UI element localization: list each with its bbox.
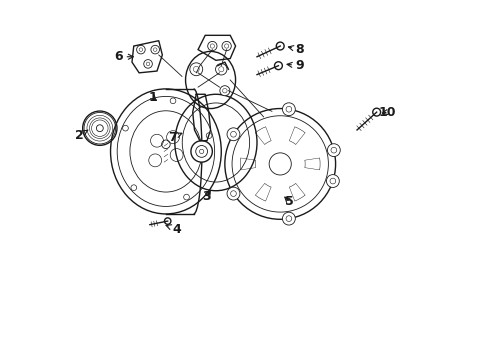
Circle shape — [226, 187, 240, 200]
Circle shape — [372, 108, 380, 116]
Circle shape — [282, 103, 295, 116]
Text: 3: 3 — [202, 190, 211, 203]
Circle shape — [327, 144, 340, 157]
Circle shape — [276, 42, 284, 50]
Text: 4: 4 — [166, 223, 181, 236]
Circle shape — [189, 63, 203, 76]
Text: 9: 9 — [286, 59, 304, 72]
Circle shape — [226, 128, 240, 141]
Circle shape — [282, 212, 295, 225]
Circle shape — [326, 175, 339, 188]
Text: 2: 2 — [75, 129, 88, 142]
Circle shape — [222, 41, 231, 51]
Circle shape — [164, 218, 171, 224]
Circle shape — [190, 141, 212, 162]
Text: 6: 6 — [114, 50, 133, 63]
Text: 8: 8 — [288, 43, 304, 56]
Text: 5: 5 — [284, 195, 293, 208]
Text: 10: 10 — [378, 105, 395, 119]
Circle shape — [274, 62, 282, 69]
Circle shape — [207, 41, 217, 51]
Circle shape — [215, 64, 226, 75]
Circle shape — [220, 86, 229, 96]
Text: 7: 7 — [167, 131, 182, 144]
Text: 1: 1 — [149, 91, 158, 104]
